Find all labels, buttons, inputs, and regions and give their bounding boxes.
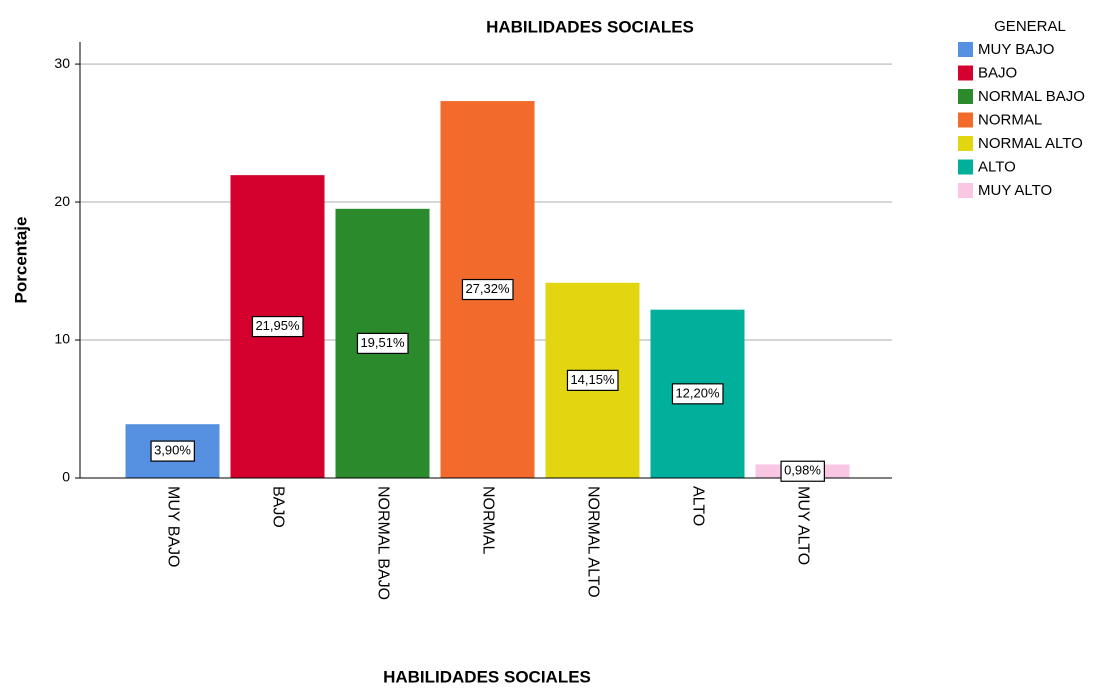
y-tick-label: 30: [54, 55, 70, 71]
legend-label: ALTO: [978, 158, 1016, 175]
legend-swatch: [958, 183, 973, 198]
y-tick-label: 10: [54, 331, 70, 347]
value-label: 3,90%: [154, 443, 191, 458]
x-axis-title: HABILIDADES SOCIALES: [383, 667, 591, 686]
x-tick-label: BAJO: [269, 486, 286, 528]
value-label-box: [251, 315, 304, 338]
legend-label: NORMAL BAJO: [978, 88, 1085, 105]
x-tick-label: NORMAL BAJO: [374, 486, 391, 600]
value-label: 27,32%: [465, 281, 510, 296]
value-label-box: [461, 278, 514, 301]
y-tick-label: 20: [54, 193, 70, 209]
legend-label: MUY ALTO: [978, 182, 1052, 199]
x-tick-label: NORMAL: [479, 486, 496, 555]
x-tick-label: ALTO: [689, 486, 706, 526]
legend-swatch: [958, 136, 973, 151]
legend-swatch: [958, 89, 973, 104]
value-label-box: [566, 369, 619, 391]
value-label-box: [780, 460, 825, 482]
legend-swatch: [958, 42, 973, 57]
legend-swatch: [958, 65, 973, 81]
value-label-box: [150, 440, 195, 462]
value-label: 19,51%: [360, 335, 405, 350]
legend-swatch: [958, 159, 973, 175]
value-label: 14,15%: [570, 372, 615, 387]
legend-label: NORMAL: [978, 111, 1042, 128]
value-label-box: [356, 332, 409, 355]
x-tick-label: MUY BAJO: [164, 486, 181, 568]
chart-title: HABILIDADES SOCIALES: [486, 17, 694, 36]
legend-label: BAJO: [978, 64, 1017, 81]
legend-swatch: [958, 112, 973, 128]
value-label: 0,98%: [784, 463, 821, 478]
x-tick-label: NORMAL ALTO: [584, 486, 601, 598]
value-label: 21,95%: [255, 318, 300, 333]
legend-title: GENERAL: [994, 18, 1066, 35]
y-tick-label: 0: [62, 469, 70, 485]
x-tick-label: MUY ALTO: [794, 486, 811, 565]
legend-label: MUY BAJO: [978, 41, 1054, 58]
y-axis-title: Porcentaje: [11, 217, 30, 304]
legend-label: NORMAL ALTO: [978, 135, 1083, 152]
value-label: 12,20%: [675, 385, 720, 400]
value-label-box: [671, 383, 724, 405]
